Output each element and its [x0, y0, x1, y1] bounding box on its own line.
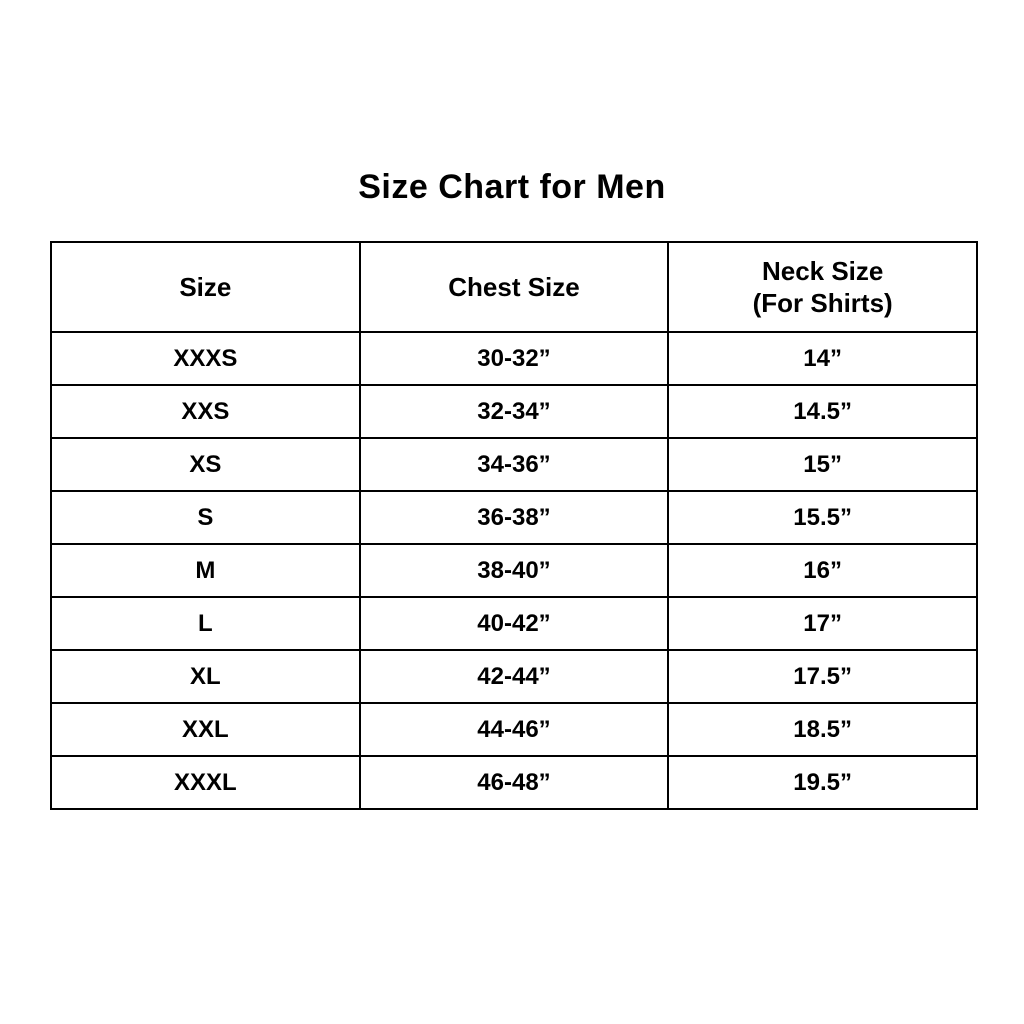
- page-title: Size Chart for Men: [358, 168, 666, 206]
- size-cell: XXXL: [50, 755, 361, 810]
- table-row: XL 42-44” 17.5”: [50, 649, 978, 704]
- chest-cell: 46-48”: [358, 755, 670, 810]
- column-header-chest-size-label: Chest Size: [448, 271, 580, 302]
- column-header-size: Size: [50, 241, 361, 333]
- chest-cell: 40-42”: [358, 596, 670, 651]
- header-row: Size Chest Size Neck Size (For Shirts): [50, 241, 978, 333]
- table-row: XXXL 46-48” 19.5”: [50, 755, 978, 810]
- column-header-neck-size: Neck Size (For Shirts): [667, 241, 978, 333]
- table-row: M 38-40” 16”: [50, 543, 978, 598]
- column-header-neck-size-label: Neck Size: [761, 255, 884, 286]
- table-row: XS 34-36” 15”: [50, 437, 978, 492]
- chest-cell: 30-32”: [358, 331, 670, 386]
- neck-cell: 19.5”: [667, 755, 978, 810]
- chest-cell: 34-36”: [358, 437, 670, 492]
- chest-cell: 38-40”: [358, 543, 670, 598]
- table-header: Size Chest Size Neck Size (For Shirts): [50, 241, 978, 333]
- size-cell: XXL: [50, 702, 361, 757]
- neck-cell: 17”: [667, 596, 978, 651]
- size-cell: M: [50, 543, 361, 598]
- column-header-neck-size-sublabel: (For Shirts): [752, 288, 893, 318]
- size-cell: XXS: [50, 384, 361, 439]
- size-cell: S: [50, 490, 361, 545]
- chest-cell: 32-34”: [358, 384, 670, 439]
- neck-cell: 16”: [667, 543, 978, 598]
- chest-cell: 44-46”: [358, 702, 670, 757]
- table-body: XXXS 30-32” 14” XXS 32-34” 14.5” XS 34-36” 15” S 3…: [50, 331, 978, 810]
- column-header-chest-size: Chest Size: [358, 241, 670, 333]
- table-row: S 36-38” 15.5”: [50, 490, 978, 545]
- neck-cell: 15”: [667, 437, 978, 492]
- neck-cell: 17.5”: [667, 649, 978, 704]
- size-cell: XS: [50, 437, 361, 492]
- size-cell: XL: [50, 649, 361, 704]
- table-row: XXS 32-34” 14.5”: [50, 384, 978, 439]
- size-chart-table: Size Chest Size Neck Size (For Shirts) X…: [50, 241, 978, 810]
- table-row: XXXS 30-32” 14”: [50, 331, 978, 386]
- neck-cell: 18.5”: [667, 702, 978, 757]
- size-cell: XXXS: [50, 331, 361, 386]
- neck-cell: 14.5”: [667, 384, 978, 439]
- chest-cell: 42-44”: [358, 649, 670, 704]
- neck-cell: 14”: [667, 331, 978, 386]
- chest-cell: 36-38”: [358, 490, 670, 545]
- table-row: XXL 44-46” 18.5”: [50, 702, 978, 757]
- size-cell: L: [50, 596, 361, 651]
- column-header-size-label: Size: [179, 271, 232, 302]
- table-row: L 40-42” 17”: [50, 596, 978, 651]
- neck-cell: 15.5”: [667, 490, 978, 545]
